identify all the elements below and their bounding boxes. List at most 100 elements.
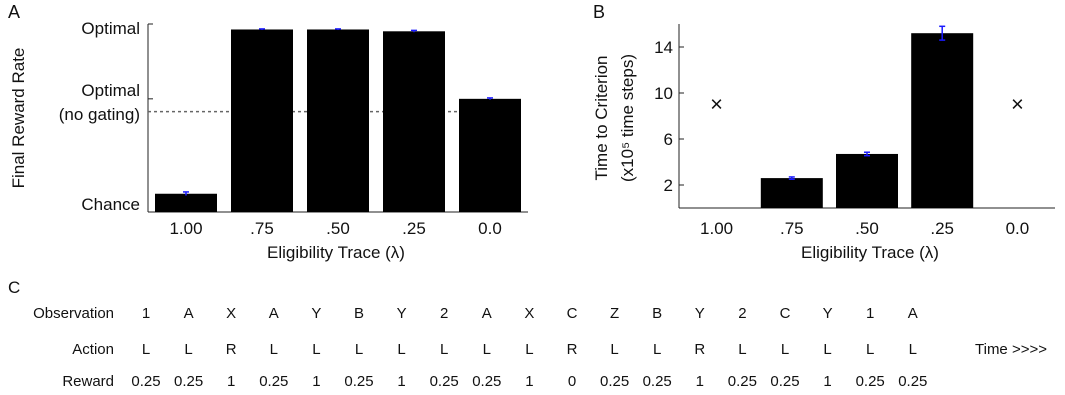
action-cell: L xyxy=(269,341,278,358)
reward-cell: 1 xyxy=(227,373,236,390)
observation-cell: 1 xyxy=(141,305,151,322)
panel-label-c: C xyxy=(8,278,21,297)
x-tick-label-b-3: .25 xyxy=(930,219,954,238)
missing-marker-b-4: × xyxy=(1011,92,1024,117)
observation-cell: 1 xyxy=(866,305,875,322)
reward-cell: 0.25 xyxy=(429,373,459,390)
reward-cell: 1 xyxy=(695,373,704,390)
observation-cell: A xyxy=(481,305,492,322)
reward-cell: 1 xyxy=(525,373,534,390)
reward-cell: 0.25 xyxy=(173,373,204,390)
chart-b: B Time to Criterion (x10⁵ time steps) 2 6… xyxy=(592,2,1055,262)
action-cell: L xyxy=(610,341,619,358)
action-cell: L xyxy=(908,341,917,358)
reward-cell: 0.25 xyxy=(898,373,928,390)
reward-cell: 1 xyxy=(823,373,832,390)
reward-cell: 0.25 xyxy=(259,373,289,390)
action-cell: L xyxy=(525,341,534,358)
y-tick-label-a-0-0: Chance xyxy=(81,195,140,214)
y-tick-label-a-1-0: Optimal xyxy=(81,81,140,100)
reward-cell: 0.25 xyxy=(131,373,161,390)
action-cell: L xyxy=(312,341,321,358)
chart-a: A Final Reward Rate 1.00 .75 .50 .25 0.0 Chan… xyxy=(8,2,528,262)
reward-cell: 0.25 xyxy=(344,373,374,390)
y-axis-title-b: Time to Criterion (x10⁵ time steps) xyxy=(592,54,637,182)
action-cell: L xyxy=(482,341,491,358)
x-tick-label-a-2: .50 xyxy=(326,219,350,238)
action-cell: L xyxy=(738,341,747,358)
y-axis-title-a: Final Reward Rate xyxy=(9,48,28,189)
observation-cell: X xyxy=(226,305,237,322)
observation-cell: A xyxy=(183,305,194,322)
reward-cell: 0.25 xyxy=(599,373,630,390)
observation-cell: Y xyxy=(396,305,407,322)
reward-cell: 1 xyxy=(312,373,321,390)
action-cell: R xyxy=(566,341,578,358)
observation-cell: Y xyxy=(822,305,833,322)
action-cell: L xyxy=(354,341,364,358)
y-tick-label-b-3: 14 xyxy=(654,38,673,57)
reward-cell: 0.25 xyxy=(727,373,757,390)
y-axis-label-b-line2: (x10⁵ time steps) xyxy=(618,54,637,182)
y-tick-label-a-1-1: (no gating) xyxy=(59,105,140,124)
reward-cell: 1 xyxy=(397,373,406,390)
bar-a-3 xyxy=(383,31,445,213)
x-tick-label-b-1: .75 xyxy=(780,219,804,238)
y-tick-label-b-1: 6 xyxy=(664,130,673,149)
bar-a-0 xyxy=(155,193,217,212)
bar-b-2 xyxy=(836,153,898,208)
bar-b-1 xyxy=(760,178,823,208)
action-cell: L xyxy=(866,341,875,358)
reward-cell: 0.25 xyxy=(770,373,800,390)
y-tick-label-b-2: 10 xyxy=(654,84,673,103)
reward-cell: 0.25 xyxy=(642,373,672,390)
observation-cell: A xyxy=(268,305,279,322)
row-label-reward: Reward xyxy=(62,373,114,390)
observation-cell: A xyxy=(907,305,918,322)
observation-cell: B xyxy=(652,305,663,322)
missing-marker-b-0: × xyxy=(710,92,723,117)
x-tick-label-a-0: 1.00 xyxy=(169,219,202,238)
sequence-panel-c: C Observation Action Reward 1 A X A Y B Y 2 A X C Z… xyxy=(0,276,1065,395)
action-cell: L xyxy=(440,341,449,358)
time-arrow-label: Time >>>> xyxy=(975,341,1047,358)
y-axis-label-b: Time to Criterion xyxy=(592,55,611,180)
action-cell: R xyxy=(694,341,706,358)
x-tick-label-a-3: .25 xyxy=(402,219,426,238)
observation-cell: B xyxy=(353,305,364,322)
observation-cell: Z xyxy=(610,305,620,322)
y-tick-label-a-2-0: Optimal xyxy=(81,19,140,38)
observation-cell: Y xyxy=(694,305,705,322)
observation-cell: 2 xyxy=(440,305,449,322)
y-tick-label-b-0: 2 xyxy=(664,176,673,195)
bar-a-4 xyxy=(459,98,521,212)
action-cell: L xyxy=(653,341,662,358)
action-cell: L xyxy=(823,341,832,358)
x-tick-label-b-2: .50 xyxy=(855,219,879,238)
row-label-observation: Observation xyxy=(33,305,114,322)
y-axis-label-a: Final Reward Rate xyxy=(9,48,28,189)
x-tick-label-a-1: .75 xyxy=(250,219,274,238)
observation-cell: X xyxy=(524,305,535,322)
x-tick-label-a-4: 0.0 xyxy=(478,219,502,238)
action-cell: L xyxy=(184,341,193,358)
observation-cell: C xyxy=(566,305,578,322)
action-cell: L xyxy=(780,341,790,358)
row-label-action: Action xyxy=(72,341,114,358)
panel-label-a: A xyxy=(8,2,20,22)
reward-cell: 0 xyxy=(567,373,577,390)
x-tick-label-b-4: 0.0 xyxy=(1006,219,1030,238)
bar-a-1 xyxy=(231,29,293,213)
action-cell: R xyxy=(225,341,237,358)
x-axis-label-a: Eligibility Trace (λ) xyxy=(267,243,405,262)
observation-cell: 2 xyxy=(738,305,747,322)
x-axis-label-b: Eligibility Trace (λ) xyxy=(801,243,939,262)
x-tick-label-b-0: 1.00 xyxy=(700,219,733,238)
reward-cell: 0.25 xyxy=(472,373,502,390)
action-cell: L xyxy=(141,341,151,358)
observation-cell: Y xyxy=(311,305,322,322)
bar-b-3 xyxy=(911,33,974,209)
observation-cell: C xyxy=(779,305,791,322)
bar-a-2 xyxy=(307,29,369,213)
reward-cell: 0.25 xyxy=(855,373,885,390)
